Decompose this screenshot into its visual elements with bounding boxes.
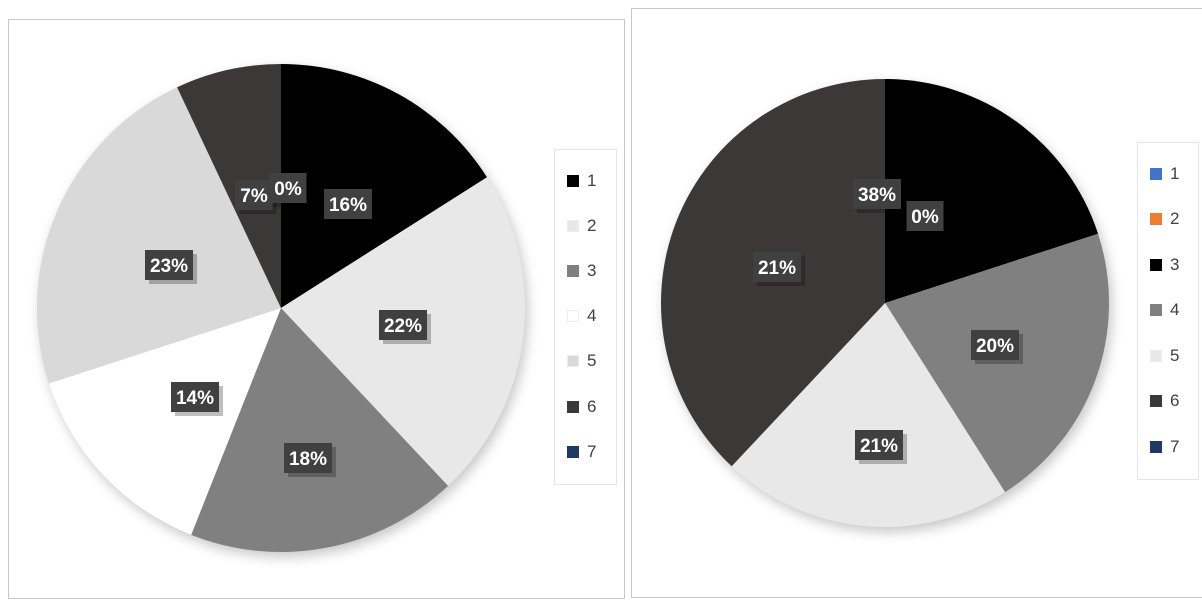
data-label-0-4: 23% bbox=[145, 250, 197, 284]
svg-text:21%: 21% bbox=[860, 436, 898, 457]
pie-chart-left: 16% 22% 18% 14% 23% 7% 0% bbox=[36, 64, 528, 557]
legend-swatch bbox=[1150, 440, 1162, 453]
legend-item-3: 3 bbox=[1150, 242, 1188, 288]
legend-swatch bbox=[1150, 349, 1162, 362]
pie-slice-4 bbox=[48, 308, 281, 535]
legend-swatch bbox=[1150, 304, 1162, 317]
legend-swatch bbox=[567, 400, 579, 413]
legend-label: 7 bbox=[587, 441, 597, 461]
legend-right: 1 2 3 4 5 6 7 bbox=[1137, 142, 1199, 480]
svg-text:0%: 0% bbox=[911, 207, 939, 228]
legend-item-5: 5 bbox=[1150, 333, 1188, 379]
legend-item-5: 5 bbox=[567, 339, 606, 384]
legend-label: 5 bbox=[1170, 345, 1180, 365]
svg-text:23%: 23% bbox=[150, 256, 188, 277]
data-label-1-2: 0% bbox=[906, 201, 948, 235]
data-label-0-3: 14% bbox=[171, 382, 223, 416]
legend-label: 2 bbox=[587, 215, 597, 235]
legend-label: 6 bbox=[1170, 391, 1180, 411]
data-label-1-3: 20% bbox=[971, 330, 1023, 364]
data-label-1-5: 21% bbox=[753, 252, 805, 286]
pie-slice-4 bbox=[885, 233, 1109, 493]
svg-text:20%: 20% bbox=[976, 336, 1014, 357]
legend-left: 1 2 3 4 5 6 7 bbox=[554, 149, 617, 485]
legend-item-2: 2 bbox=[1150, 197, 1188, 243]
legend-swatch bbox=[1150, 213, 1162, 226]
chart-panel-right: 0% 20% 21% 21% 38% 1 2 3 4 5 6 7 bbox=[631, 8, 1202, 598]
data-label-0-1: 22% bbox=[379, 310, 431, 344]
legend-label: 4 bbox=[587, 306, 597, 326]
svg-text:21%: 21% bbox=[758, 258, 796, 279]
legend-swatch bbox=[567, 310, 579, 323]
legend-label: 3 bbox=[1170, 254, 1180, 274]
legend-item-3: 3 bbox=[567, 248, 606, 293]
legend-label: 1 bbox=[1170, 163, 1180, 183]
data-label-0-0: 16% bbox=[324, 189, 376, 223]
pie-slice-6 bbox=[177, 64, 281, 308]
data-label-1-4: 21% bbox=[855, 430, 907, 464]
legend-swatch bbox=[567, 445, 579, 458]
chart-panel-left: 16% 22% 18% 14% 23% 7% 0% 1 2 3 4 5 6 7 bbox=[8, 19, 625, 599]
legend-swatch bbox=[567, 355, 579, 368]
legend-item-7: 7 bbox=[567, 429, 606, 474]
svg-text:7%: 7% bbox=[240, 186, 268, 207]
legend-item-7: 7 bbox=[1150, 424, 1188, 470]
legend-swatch bbox=[1150, 167, 1162, 180]
legend-item-6: 6 bbox=[567, 384, 606, 429]
pie-slice-5 bbox=[731, 303, 1006, 527]
legend-item-4: 4 bbox=[1150, 288, 1188, 334]
legend-label: 7 bbox=[1170, 436, 1180, 456]
legend-label: 6 bbox=[587, 396, 597, 416]
svg-text:16%: 16% bbox=[329, 195, 367, 216]
svg-text:0%: 0% bbox=[274, 179, 302, 200]
data-label-1-6: 38% bbox=[853, 179, 905, 213]
legend-swatch bbox=[1150, 258, 1162, 271]
data-label-0-2: 18% bbox=[284, 443, 336, 477]
data-label-0-6: 0% bbox=[269, 173, 311, 207]
svg-text:22%: 22% bbox=[384, 316, 422, 337]
pie-chart-right: 0% 20% 21% 21% 38% bbox=[661, 79, 1112, 532]
legend-swatch bbox=[567, 264, 579, 277]
legend-item-4: 4 bbox=[567, 294, 606, 339]
svg-text:38%: 38% bbox=[858, 185, 896, 206]
pie-slice-1 bbox=[281, 64, 488, 308]
svg-text:18%: 18% bbox=[289, 449, 327, 470]
legend-label: 4 bbox=[1170, 300, 1180, 320]
legend-label: 1 bbox=[587, 170, 597, 190]
legend-item-6: 6 bbox=[1150, 379, 1188, 425]
legend-label: 3 bbox=[587, 260, 597, 280]
pie-slice-5 bbox=[36, 87, 281, 384]
legend-swatch bbox=[567, 219, 579, 232]
pie-slice-3 bbox=[191, 308, 449, 552]
svg-text:14%: 14% bbox=[176, 388, 214, 409]
legend-label: 5 bbox=[587, 351, 597, 371]
legend-swatch bbox=[1150, 395, 1162, 408]
pie-slice-3 bbox=[885, 79, 1099, 303]
legend-item-1: 1 bbox=[567, 158, 606, 203]
legend-item-1: 1 bbox=[1150, 151, 1188, 197]
legend-item-2: 2 bbox=[567, 203, 606, 248]
legend-label: 2 bbox=[1170, 209, 1180, 229]
legend-swatch bbox=[567, 174, 579, 187]
